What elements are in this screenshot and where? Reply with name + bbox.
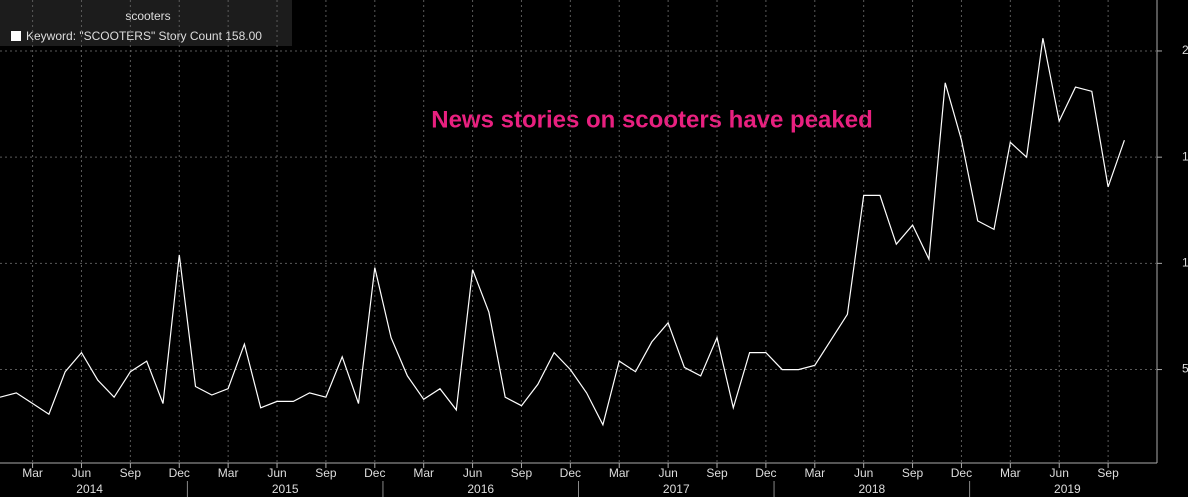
- x-tick-label: Mar: [609, 466, 630, 480]
- year-label: 2016: [467, 482, 494, 496]
- x-tick-label: Jun: [854, 466, 873, 480]
- x-tick-label: Sep: [902, 466, 924, 480]
- year-label: 2015: [272, 482, 299, 496]
- legend-title: scooters: [125, 9, 170, 23]
- x-tick-label: Dec: [560, 466, 581, 480]
- x-tick-label: Sep: [1097, 466, 1119, 480]
- y-tick-label: 100: [1182, 256, 1188, 270]
- x-tick-label: Mar: [804, 466, 825, 480]
- year-label: 2014: [76, 482, 103, 496]
- x-tick-label: Jun: [1050, 466, 1069, 480]
- legend-label: Keyword: "SCOOTERS" Story Count 158.00: [26, 29, 262, 43]
- x-tick-label: Jun: [72, 466, 91, 480]
- legend-swatch: [11, 31, 21, 41]
- year-label: 2018: [858, 482, 885, 496]
- y-tick-label: 200: [1182, 43, 1188, 57]
- x-tick-label: Mar: [1000, 466, 1021, 480]
- x-tick-label: Sep: [120, 466, 142, 480]
- x-tick-label: Mar: [22, 466, 43, 480]
- legend-box: [0, 0, 292, 46]
- series-line: [0, 38, 1125, 427]
- x-tick-label: Jun: [658, 466, 677, 480]
- x-tick-label: Dec: [755, 466, 776, 480]
- x-tick-label: Dec: [951, 466, 972, 480]
- x-tick-label: Dec: [169, 466, 190, 480]
- x-tick-label: Sep: [315, 466, 337, 480]
- year-label: 2017: [663, 482, 690, 496]
- x-tick-label: Dec: [364, 466, 385, 480]
- x-tick-label: Jun: [463, 466, 482, 480]
- x-tick-label: Mar: [218, 466, 239, 480]
- y-tick-label: 50: [1182, 362, 1188, 376]
- y-tick-label: 150: [1182, 149, 1188, 163]
- annotation: News stories on scooters have peaked: [431, 106, 873, 133]
- year-label: 2019: [1054, 482, 1081, 496]
- x-tick-label: Sep: [706, 466, 728, 480]
- x-tick-label: Mar: [413, 466, 434, 480]
- x-tick-label: Jun: [267, 466, 286, 480]
- x-tick-label: Sep: [511, 466, 533, 480]
